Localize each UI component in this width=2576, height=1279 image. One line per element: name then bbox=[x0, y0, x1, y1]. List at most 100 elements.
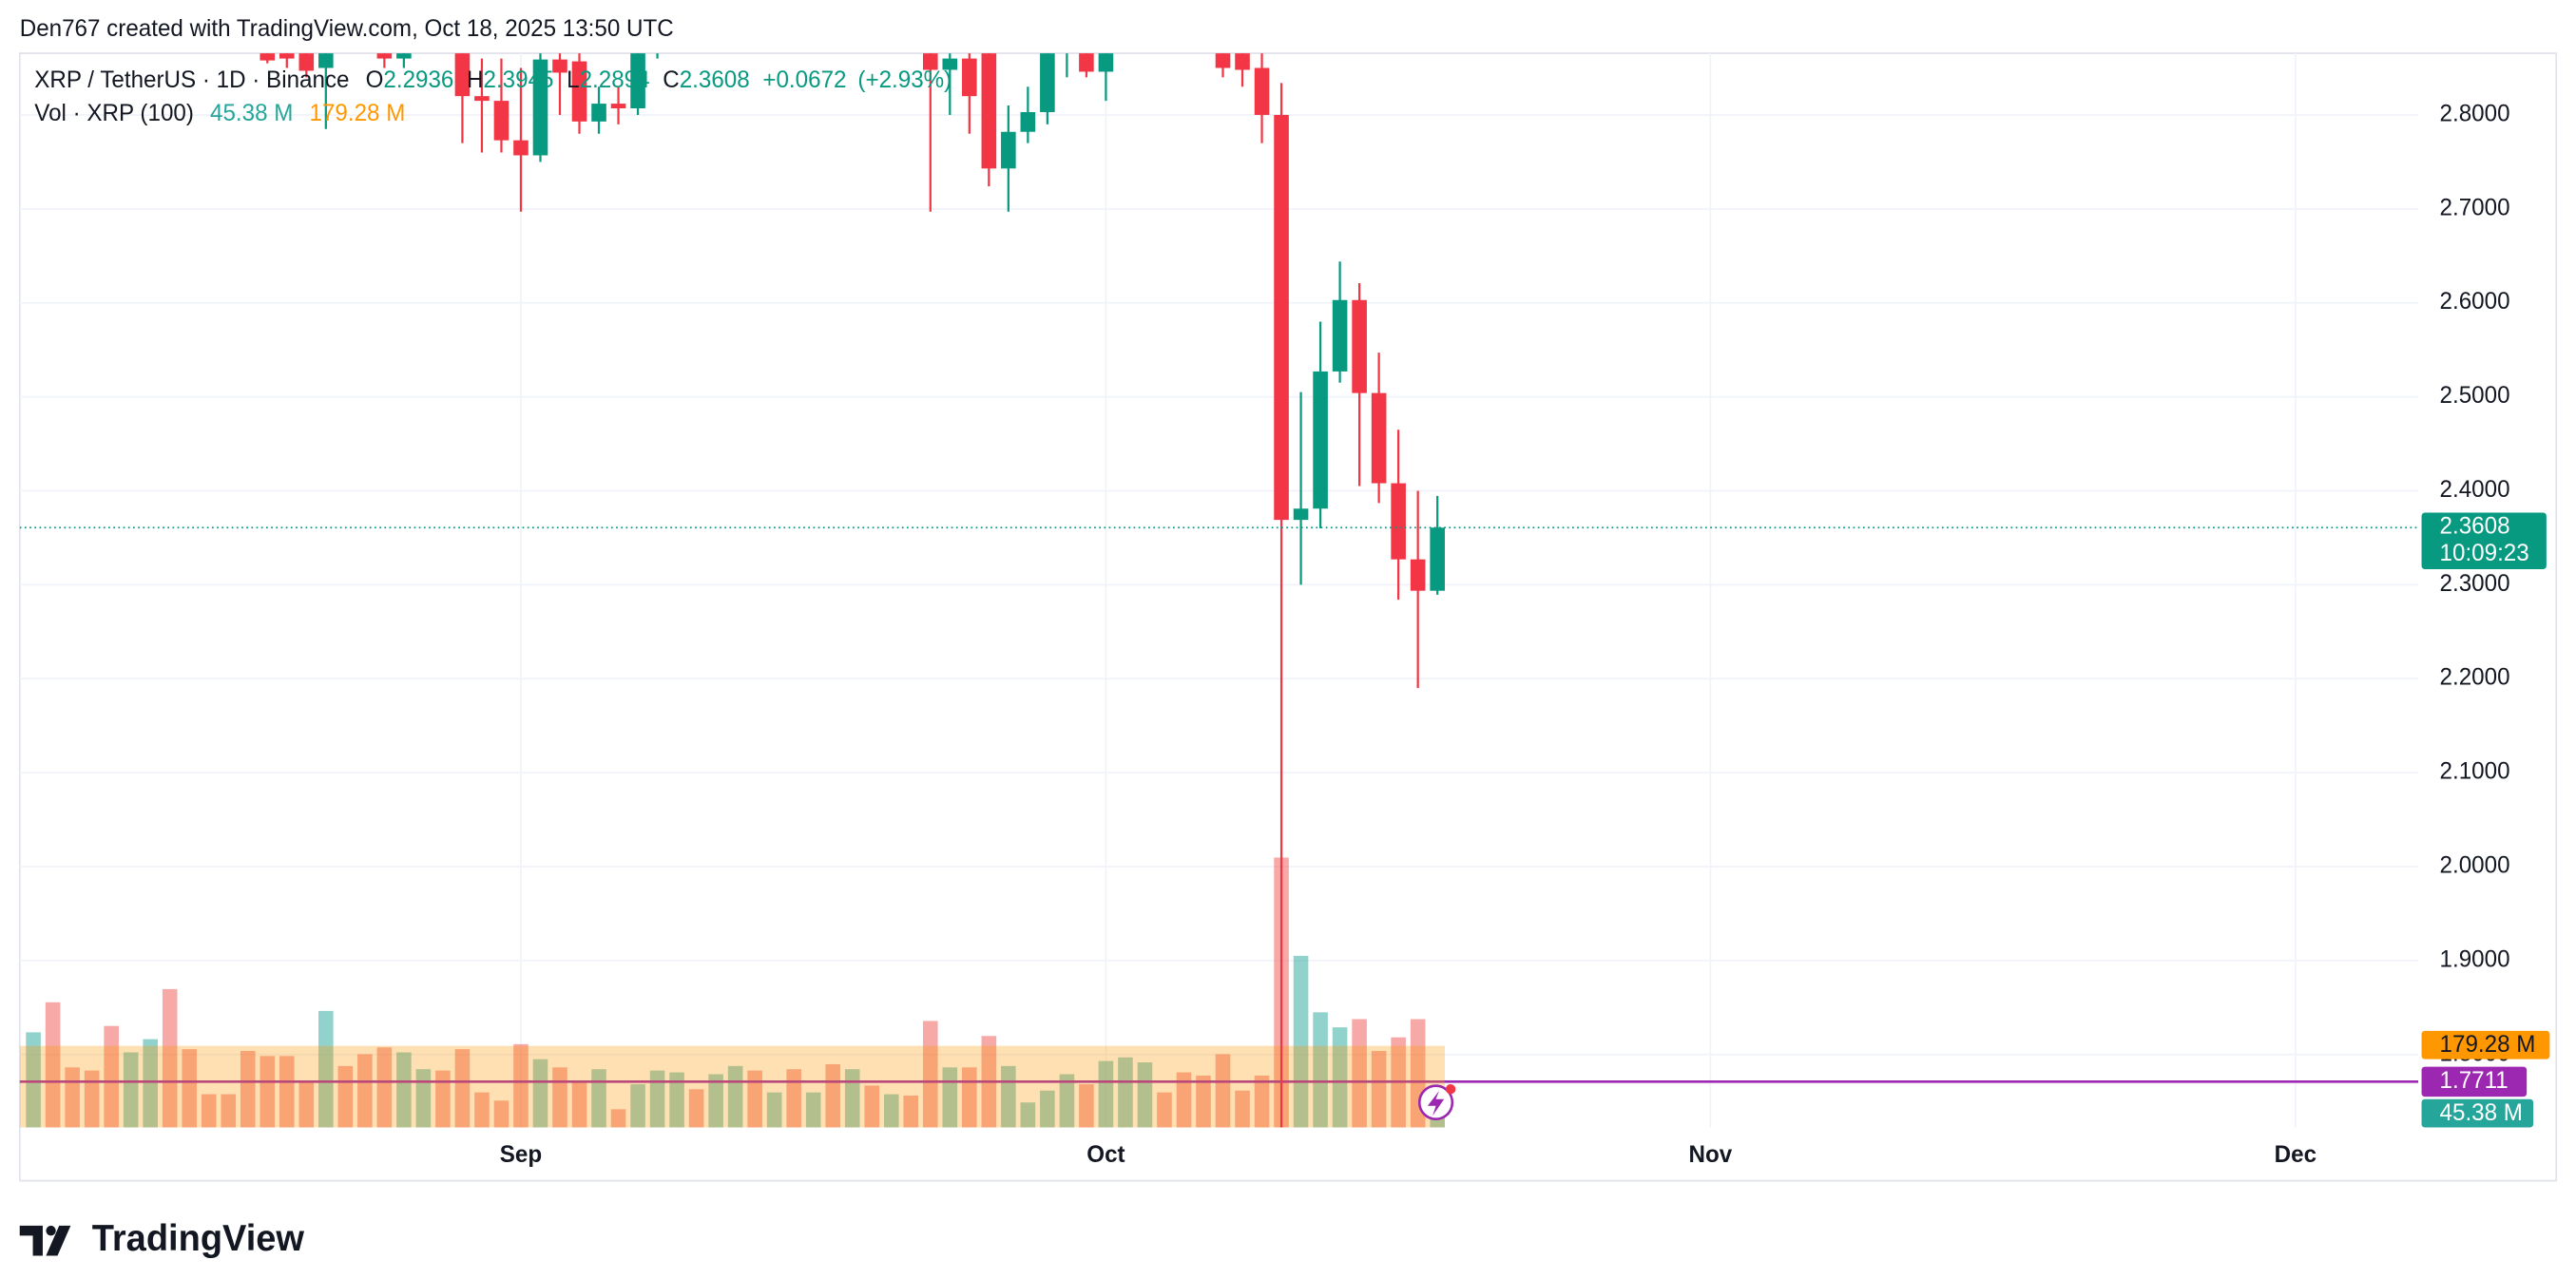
x-tick-label: Oct bbox=[1086, 1142, 1125, 1168]
volume-bar bbox=[883, 1094, 899, 1128]
volume-bar bbox=[474, 1092, 490, 1128]
volume-bar bbox=[669, 1072, 684, 1128]
volume-legend: Vol · XRP (100) 45.38 M 179.28 M bbox=[34, 101, 405, 126]
legend-high: 2.3945 bbox=[484, 67, 554, 93]
volume-bar bbox=[630, 1084, 645, 1128]
candle-body bbox=[1352, 299, 1367, 393]
logo-v bbox=[46, 1225, 71, 1256]
volume-last-label: 45.38 M bbox=[2440, 1100, 2523, 1126]
candle-body bbox=[298, 53, 315, 71]
candle-body bbox=[454, 53, 471, 97]
legend-close: 2.3608 bbox=[680, 67, 750, 93]
volume-bar bbox=[435, 1070, 451, 1128]
volume-bar bbox=[1157, 1092, 1172, 1128]
alert-box bbox=[2421, 1066, 2528, 1098]
volume-bar bbox=[1098, 1060, 1114, 1128]
symbol-title: XRP / TetherUS · 1D · Binance bbox=[34, 67, 349, 93]
candle-body bbox=[1215, 53, 1231, 68]
volume-bar bbox=[922, 1021, 938, 1128]
last-price-box bbox=[2421, 512, 2547, 570]
volume-bar bbox=[1371, 1051, 1387, 1128]
y-tick-label: 2.5000 bbox=[2440, 383, 2510, 409]
x-tick-label: Sep bbox=[500, 1142, 542, 1168]
volume-bar bbox=[1313, 1012, 1328, 1128]
candle-body bbox=[396, 53, 412, 59]
x-tick-label: Nov bbox=[1689, 1142, 1733, 1168]
candle-body bbox=[1313, 371, 1328, 509]
legend-change: +0.0672 bbox=[762, 67, 846, 93]
volume-bar bbox=[1352, 1019, 1367, 1128]
volume-bar bbox=[454, 1049, 471, 1128]
candle-body bbox=[416, 0, 432, 2]
volume-ma-area bbox=[19, 1045, 1445, 1128]
volume-bar bbox=[903, 1095, 919, 1128]
volume-bar bbox=[844, 1069, 860, 1128]
candle-body bbox=[610, 104, 626, 109]
volume-bar bbox=[1254, 1075, 1270, 1128]
candle-body bbox=[1020, 111, 1036, 132]
volume-bar bbox=[26, 1032, 41, 1128]
volume-bar bbox=[1059, 1074, 1075, 1128]
y-tick-label: 2.4000 bbox=[2440, 477, 2510, 503]
candle-body bbox=[435, 0, 451, 11]
candle-body bbox=[1332, 299, 1348, 372]
volume-bar bbox=[1196, 1075, 1211, 1128]
volume-bar bbox=[1215, 1054, 1231, 1128]
volume-bar bbox=[182, 1049, 198, 1128]
countdown-label: 10:09:23 bbox=[2440, 541, 2529, 566]
volume-bar bbox=[298, 1080, 315, 1128]
candle-body bbox=[1040, 53, 1055, 112]
volume-bar bbox=[747, 1070, 762, 1128]
last-price-label: 2.3608 bbox=[2440, 514, 2510, 540]
candle-body bbox=[493, 101, 509, 141]
candle-body bbox=[279, 53, 295, 59]
volume-bar bbox=[396, 1052, 412, 1128]
candle-body bbox=[376, 53, 393, 59]
volume-bar bbox=[143, 1039, 158, 1128]
axis-labels: 1.80001.90002.00002.10002.20002.30002.40… bbox=[500, 101, 2550, 1168]
volume-title: Vol · XRP (100) bbox=[34, 101, 194, 126]
candle-body bbox=[1079, 53, 1094, 72]
candle-body bbox=[1371, 392, 1387, 484]
candle-body bbox=[571, 61, 587, 122]
volume-bar bbox=[1118, 1057, 1133, 1128]
candle-body bbox=[1410, 559, 1426, 591]
volume-bar bbox=[649, 1070, 665, 1128]
candle-body bbox=[1254, 67, 1270, 115]
volume-bar bbox=[162, 988, 178, 1128]
y-tick-label: 2.3000 bbox=[2440, 571, 2510, 597]
candle-body bbox=[591, 104, 606, 122]
volume-bar bbox=[493, 1100, 509, 1128]
alert-icon bbox=[1417, 1083, 1456, 1121]
chart-frame bbox=[18, 52, 2558, 1182]
candle-body bbox=[981, 53, 997, 169]
volume-last: 45.38 M bbox=[210, 101, 293, 126]
brand: TradingView bbox=[92, 1218, 304, 1259]
candle-body bbox=[532, 59, 548, 156]
legend-line: XRP / TetherUS · 1D · Binance O2.2936 H2… bbox=[34, 67, 952, 93]
volume-bar bbox=[1293, 955, 1309, 1128]
volume-bar bbox=[240, 1051, 256, 1128]
logo: TradingView bbox=[19, 1218, 304, 1259]
candle-body bbox=[318, 53, 334, 68]
volume-bar bbox=[825, 1063, 841, 1128]
volume-bar bbox=[766, 1092, 782, 1128]
volume-bar bbox=[201, 1094, 217, 1128]
y-tick-label: 2.8000 bbox=[2440, 101, 2510, 126]
candle-body bbox=[260, 53, 276, 61]
alert-dot bbox=[1445, 1083, 1456, 1095]
candle-body bbox=[922, 53, 938, 70]
alert-bolt bbox=[1427, 1090, 1445, 1117]
y-tick-label: 2.7000 bbox=[2440, 195, 2510, 220]
candle-body bbox=[1391, 483, 1406, 560]
volume-bar bbox=[571, 1080, 587, 1128]
volume-ma-box bbox=[2421, 1030, 2550, 1059]
alert-label: 1.7711 bbox=[2440, 1068, 2509, 1094]
volume-bar bbox=[45, 1002, 61, 1128]
candle-body bbox=[962, 58, 977, 97]
volume-bar bbox=[1040, 1090, 1055, 1128]
volume-layer bbox=[19, 857, 2419, 1128]
grid bbox=[19, 53, 2419, 1128]
